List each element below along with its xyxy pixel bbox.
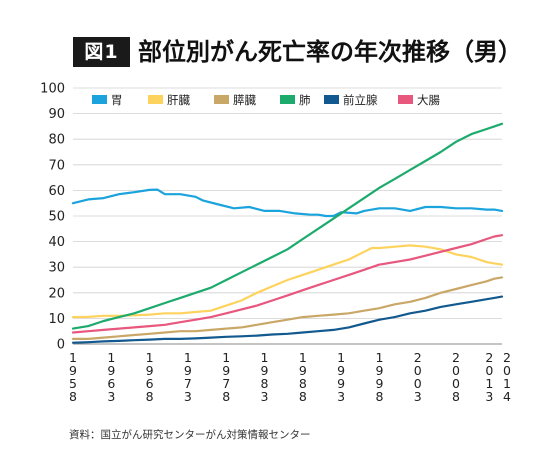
series-line (71, 122, 504, 330)
series-line (71, 234, 504, 334)
legend-label: 膵臓 (233, 93, 256, 107)
y-tick-label: 100 (40, 82, 65, 97)
figure-label: 図1 (73, 37, 130, 67)
legend-label: 大腸 (417, 93, 440, 107)
chart-title: 部位別がん死亡率の年次推移（男） (138, 38, 522, 66)
legend-label: 肺 (299, 93, 311, 107)
series-line (71, 295, 504, 344)
legend-swatch (148, 95, 163, 104)
series-line (71, 276, 504, 340)
legend-swatch (92, 95, 107, 104)
legend-label: 肝臓 (167, 93, 190, 107)
legend-swatch (324, 95, 339, 104)
series-line (71, 188, 504, 218)
y-tick-label: 0 (57, 338, 65, 353)
y-tick-label: 80 (48, 133, 65, 148)
y-tick-label: 20 (48, 286, 65, 301)
line-chart: 0 10 20 30 40 50 60 70 80 90 100 1 9 5 8 1 9 6 3 1 9 6 8 1 9 7 3 1 9… (40, 82, 511, 405)
legend-swatch (398, 95, 413, 104)
legend-label: 胃 (111, 93, 123, 107)
series-line (71, 244, 504, 319)
legend-swatch (214, 95, 229, 104)
legend-label: 前立腺 (343, 93, 378, 107)
y-tick-label: 40 (48, 235, 65, 250)
y-tick-label: 70 (48, 158, 65, 173)
y-tick-label: 30 (48, 261, 65, 276)
y-tick-label: 90 (48, 107, 65, 122)
y-tick-label: 60 (48, 184, 65, 199)
y-tick-label: 10 (48, 312, 65, 327)
y-tick-label: 50 (48, 210, 65, 225)
chart-title-block: 図1 部位別がん死亡率の年次推移（男） (0, 33, 534, 69)
legend-swatch (280, 95, 295, 104)
source-note: 資料：国立がん研究センターがん対策情報センター (69, 429, 311, 441)
